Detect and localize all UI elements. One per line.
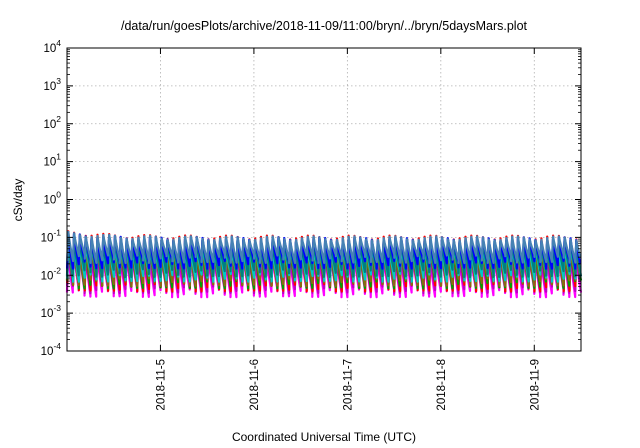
x-axis: 2018-11-5 2018-11-6 2018-11-7 2018-11-8 2018… [155, 48, 541, 411]
y-tick-label: 102 [43, 114, 61, 131]
y-tick-label: 104 [43, 38, 61, 55]
y-tick-label: 10-4 [41, 341, 62, 358]
grid [67, 48, 581, 351]
y-tick-label: 101 [43, 152, 61, 169]
chart-title: /data/run/goesPlots/archive/2018-11-09/1… [121, 19, 528, 33]
x-tick-label: 2018-11-6 [249, 359, 261, 411]
y-tick-label: 10-1 [41, 227, 62, 244]
y-axis-label: cSv/day [11, 179, 25, 222]
x-tick-label: 2018-11-8 [436, 359, 448, 411]
x-tick-label: 2018-11-9 [529, 359, 541, 411]
x-axis-label: Coordinated Universal Time (UTC) [232, 430, 416, 444]
y-tick-label: 10-2 [41, 265, 62, 282]
y-tick-label: 103 [43, 76, 61, 93]
y-tick-label: 100 [43, 190, 61, 207]
series-line [66, 230, 582, 265]
y-tick-label: 10-3 [41, 303, 62, 320]
x-tick-label: 2018-11-7 [342, 359, 354, 411]
series-layer [65, 230, 583, 299]
y-axis: 10-4 10-3 10-2 10-1 100 101 102 103 104 [41, 38, 581, 358]
x-tick-label: 2018-11-5 [155, 359, 167, 411]
